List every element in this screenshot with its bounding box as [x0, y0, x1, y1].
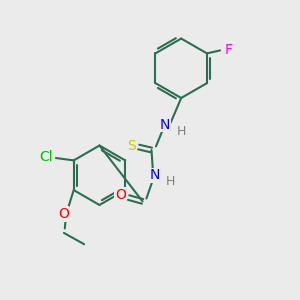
Text: H: H [166, 175, 176, 188]
Text: O: O [115, 188, 126, 202]
Text: F: F [224, 44, 232, 57]
Text: H: H [176, 125, 186, 138]
Text: S: S [127, 140, 136, 153]
Text: O: O [58, 207, 69, 221]
Text: N: N [149, 168, 160, 182]
Text: Cl: Cl [39, 150, 53, 164]
Text: N: N [160, 118, 170, 132]
